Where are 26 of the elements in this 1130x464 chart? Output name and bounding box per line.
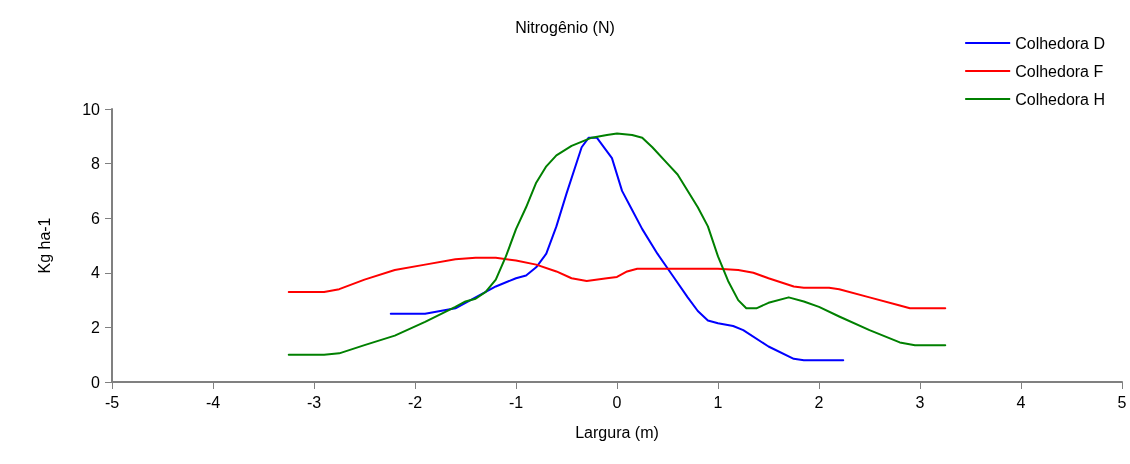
y-tick-label: 2	[91, 318, 101, 336]
legend-label: Colhedora H	[1015, 90, 1105, 108]
y-tick-label: 8	[91, 155, 101, 173]
x-tick-label: -1	[508, 393, 524, 411]
x-tick-label: -2	[407, 393, 423, 411]
line-series	[389, 136, 845, 362]
y-tick-label: 10	[82, 100, 101, 118]
line-series	[287, 256, 947, 310]
y-tick-label: 6	[91, 209, 101, 227]
y-axis-title: Kg ha-1	[35, 217, 53, 274]
legend-label: Colhedora D	[1015, 34, 1105, 52]
x-tick-label: 3	[915, 393, 925, 411]
chart-title: Nitrogênio (N)	[515, 18, 615, 36]
x-tick-label: -5	[104, 393, 120, 411]
line-series	[287, 132, 947, 356]
x-tick-label: 2	[814, 393, 824, 411]
y-tick-label: 4	[91, 264, 101, 282]
x-tick-label: 1	[713, 393, 723, 411]
x-axis-title: Largura (m)	[575, 423, 659, 441]
x-tick-label: 0	[612, 393, 622, 411]
x-tick-label: -3	[306, 393, 322, 411]
x-tick-label: -4	[205, 393, 221, 411]
x-tick-label: 4	[1016, 393, 1026, 411]
y-tick-label: 0	[91, 373, 101, 391]
x-tick-label: 5	[1117, 393, 1127, 411]
legend-label: Colhedora F	[1015, 62, 1104, 80]
